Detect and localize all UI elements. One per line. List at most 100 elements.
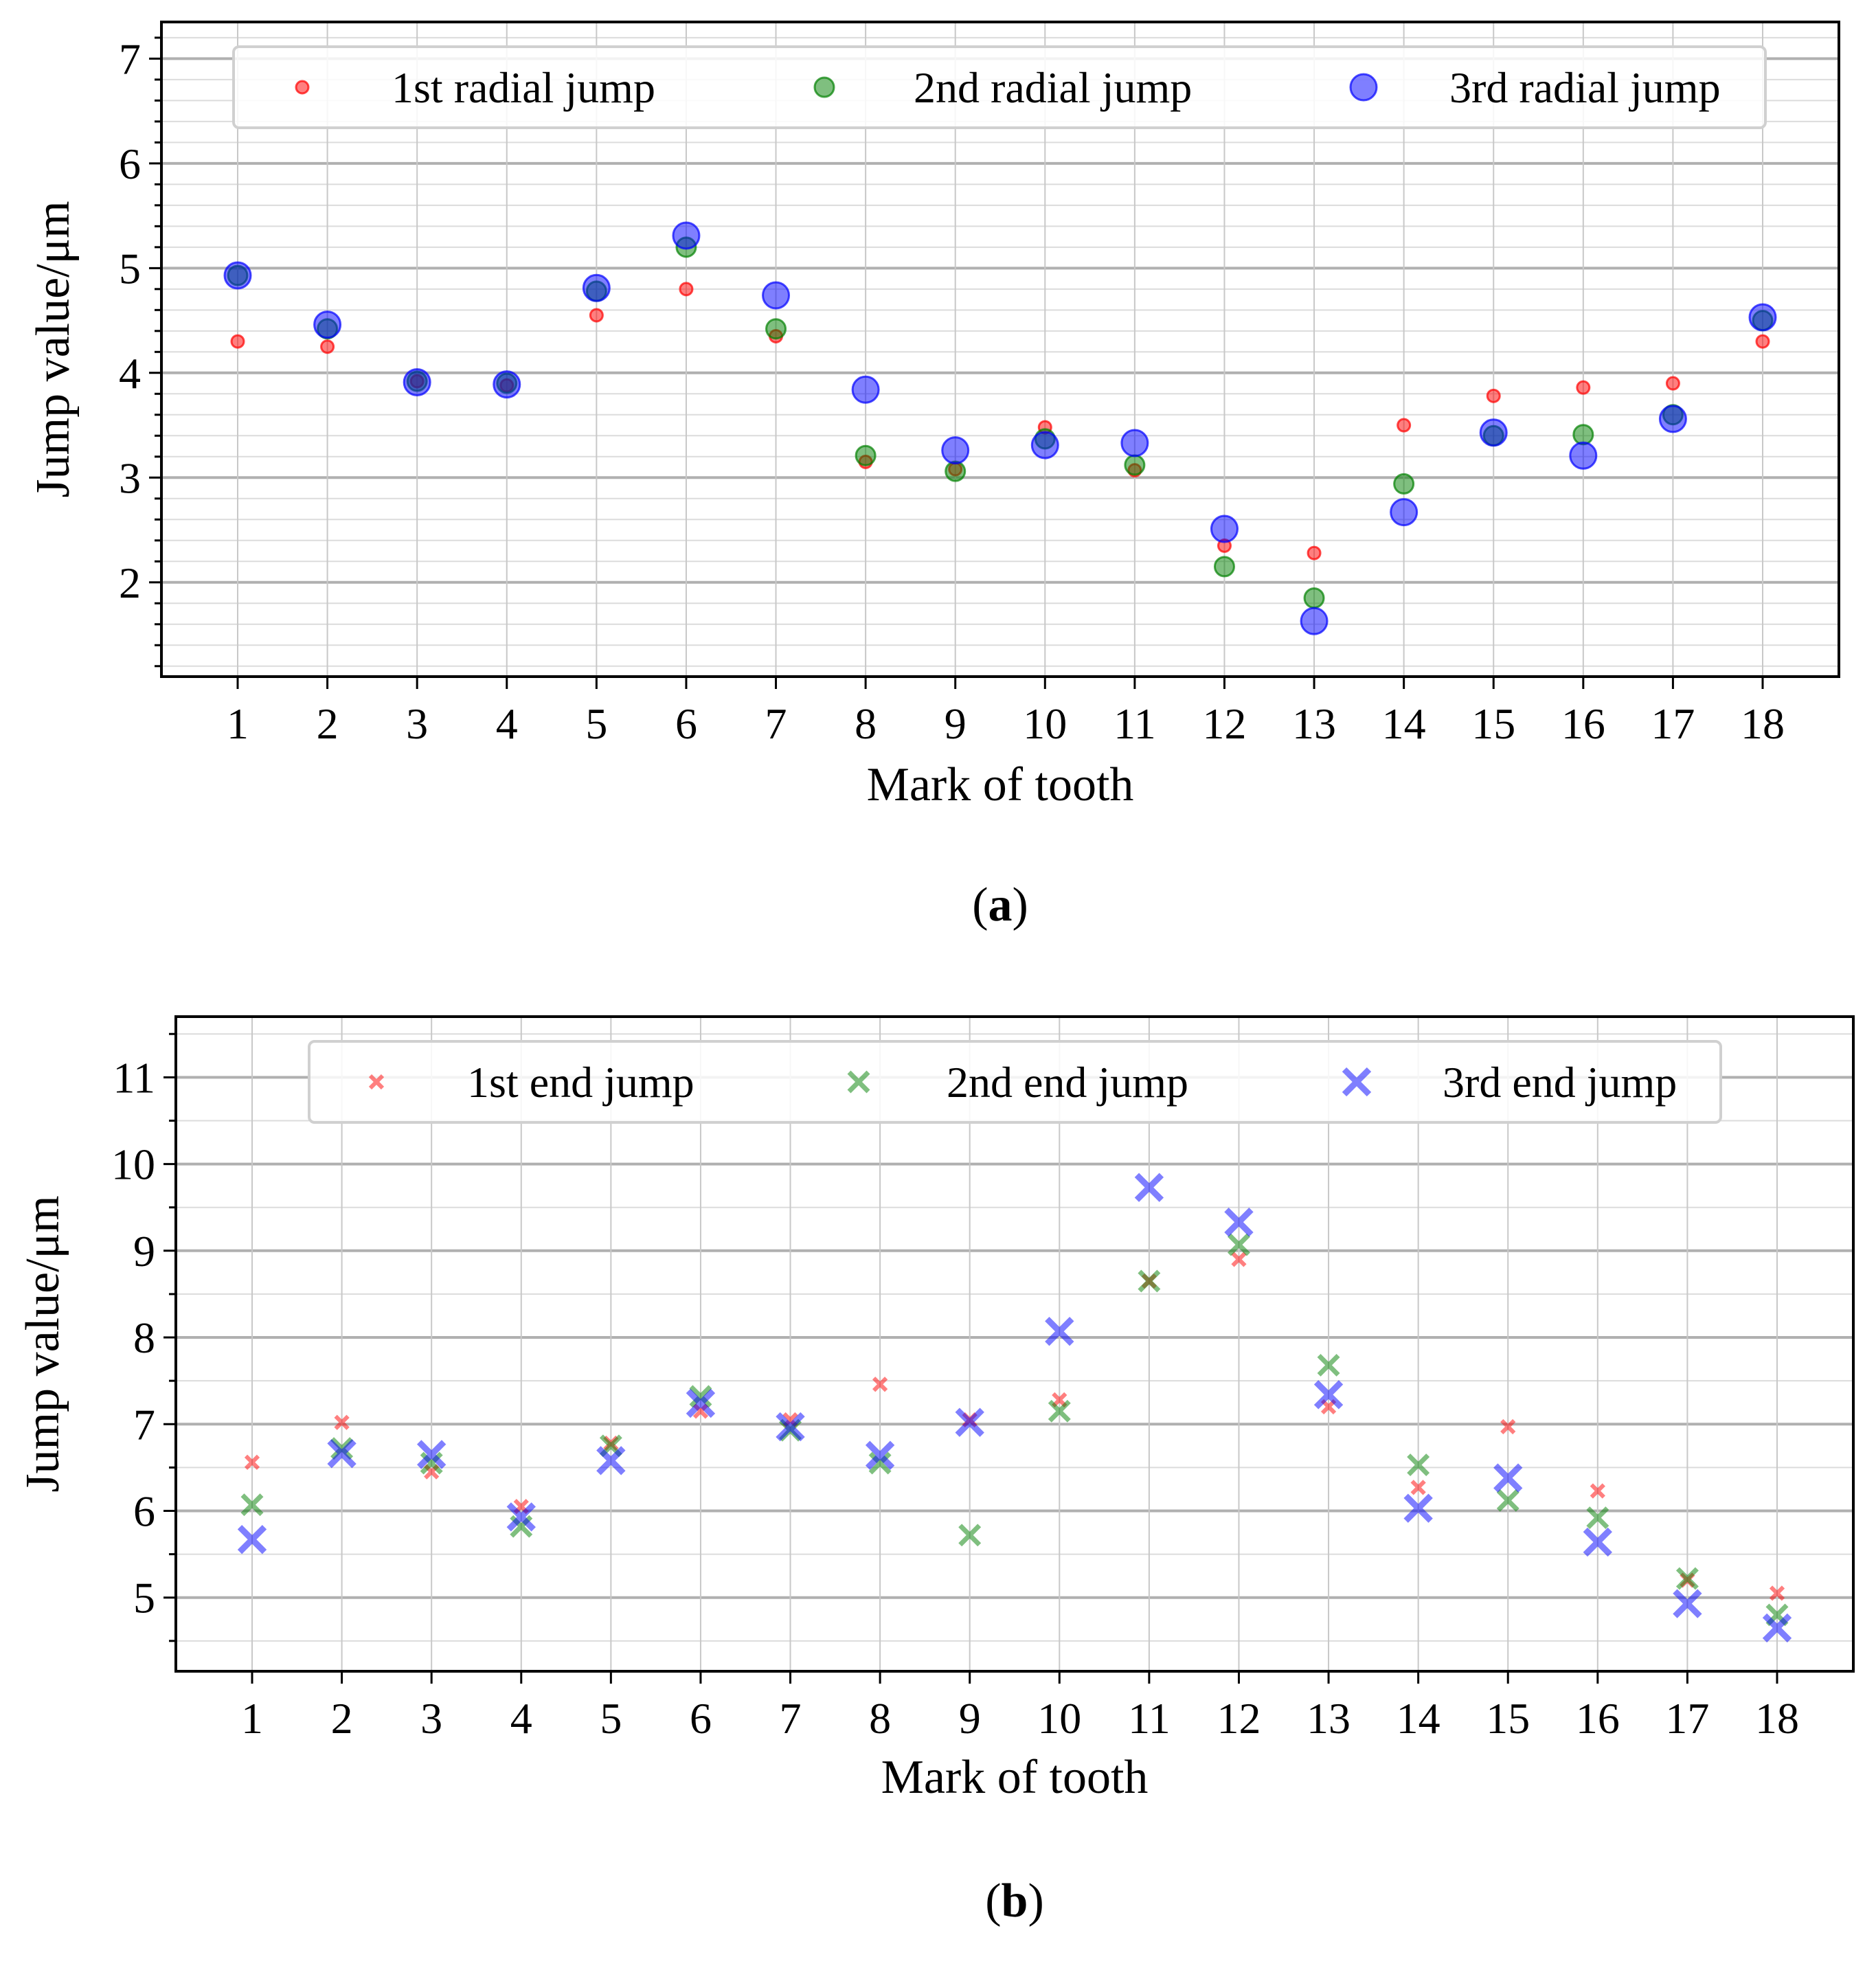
data-point — [1586, 1506, 1609, 1530]
data-point — [1576, 380, 1591, 395]
legend-marker — [368, 1074, 385, 1090]
data-point — [327, 1438, 357, 1469]
data-point — [223, 261, 252, 290]
data-point — [403, 368, 431, 397]
panel-caption: (a) — [972, 879, 1028, 931]
y-tick-label: 6 — [119, 139, 141, 188]
data-point — [1748, 303, 1777, 332]
data-point — [1658, 405, 1687, 433]
data-point — [1231, 1252, 1247, 1267]
data-point — [313, 310, 342, 339]
legend-box — [232, 45, 1767, 129]
x-tick-label: 14 — [1397, 1694, 1440, 1743]
y-tick-label: 7 — [119, 34, 141, 83]
y-tick-label: 4 — [119, 349, 141, 398]
data-point — [1300, 607, 1329, 635]
data-point — [240, 1493, 264, 1517]
x-tick-label: 13 — [1307, 1694, 1351, 1743]
data-point — [672, 221, 701, 250]
y-tick-label: 6 — [133, 1486, 155, 1535]
data-point — [1313, 1380, 1344, 1410]
x-tick-label: 7 — [765, 699, 787, 748]
x-tick-label: 2 — [331, 1694, 353, 1743]
x-tick-label: 4 — [510, 1694, 532, 1743]
data-point — [762, 281, 791, 310]
data-point — [1393, 473, 1415, 495]
x-tick-label: 15 — [1471, 699, 1515, 748]
x-tick-label: 18 — [1741, 699, 1785, 748]
data-point — [1590, 1483, 1605, 1499]
series-3 — [237, 1173, 1792, 1643]
data-point — [1762, 1613, 1792, 1643]
data-point — [1134, 1173, 1164, 1202]
data-point — [776, 1412, 805, 1442]
data-point — [851, 375, 880, 404]
data-point — [686, 1388, 716, 1418]
data-point — [1583, 1527, 1613, 1557]
x-tick-label: 8 — [855, 699, 877, 748]
legend-label: 3rd radial jump — [1449, 63, 1721, 112]
legend-marker — [813, 76, 835, 98]
legend-marker — [1342, 1067, 1372, 1097]
x-tick-label: 2 — [317, 699, 339, 748]
series-1 — [230, 282, 1770, 561]
y-tick-label: 5 — [133, 1574, 155, 1622]
data-point — [1769, 1585, 1785, 1601]
data-point — [689, 1385, 712, 1408]
data-point — [868, 1451, 892, 1475]
y-tick-label: 11 — [113, 1053, 155, 1102]
y-tick-label: 8 — [133, 1313, 155, 1362]
data-point — [1486, 388, 1501, 403]
data-point — [1224, 1207, 1254, 1237]
legend-marker — [1349, 73, 1378, 102]
x-axis-title: Mark of tooth — [867, 758, 1134, 811]
x-tick-label: 4 — [496, 699, 518, 748]
data-point — [1675, 1567, 1699, 1590]
data-point — [1307, 545, 1322, 561]
x-tick-label: 12 — [1202, 699, 1246, 748]
x-tick-label: 16 — [1576, 1694, 1620, 1743]
x-tick-label: 17 — [1651, 699, 1695, 748]
x-tick-label: 6 — [675, 699, 697, 748]
legend: 1st radial jump 2nd radial jump 3rd radial… — [232, 45, 1767, 129]
data-point — [1138, 1269, 1161, 1293]
data-point — [958, 1524, 982, 1547]
x-tick-label: 3 — [406, 699, 428, 748]
legend-box — [308, 1040, 1722, 1124]
data-point — [582, 273, 611, 302]
y-tick-label: 2 — [119, 558, 141, 607]
data-point — [1410, 1480, 1426, 1495]
data-point — [230, 334, 245, 349]
y-tick-label: 9 — [133, 1227, 155, 1276]
data-point — [1213, 556, 1235, 578]
x-tick-label: 17 — [1665, 1694, 1709, 1743]
x-tick-label: 1 — [227, 699, 249, 748]
x-tick-label: 11 — [1128, 1694, 1171, 1743]
x-tick-label: 8 — [869, 1694, 891, 1743]
data-point — [244, 1454, 260, 1470]
data-point — [1045, 1317, 1074, 1346]
data-point — [1569, 441, 1598, 470]
data-point — [1317, 1353, 1340, 1377]
y-tick-label: 5 — [119, 244, 141, 293]
data-point — [941, 436, 970, 465]
legend-marker — [295, 80, 310, 95]
data-point — [1124, 454, 1146, 476]
x-tick-label: 10 — [1023, 699, 1067, 748]
data-point — [1030, 431, 1059, 460]
legend: 1st end jump 2nd end jump 3rd end jump — [308, 1040, 1722, 1124]
data-point — [1572, 424, 1594, 446]
x-tick-label: 18 — [1755, 1694, 1799, 1743]
x-tick-label: 1 — [241, 1694, 263, 1743]
legend-label: 1st radial jump — [392, 63, 655, 112]
x-tick-label: 12 — [1217, 1694, 1261, 1743]
x-tick-label: 15 — [1486, 1694, 1530, 1743]
data-point — [1048, 1399, 1071, 1423]
panel-caption: (b) — [985, 1875, 1044, 1927]
x-tick-label: 7 — [780, 1694, 802, 1743]
data-point — [679, 282, 694, 297]
y-axis-title: Jump value/μm — [27, 201, 80, 497]
data-point — [1755, 334, 1770, 349]
